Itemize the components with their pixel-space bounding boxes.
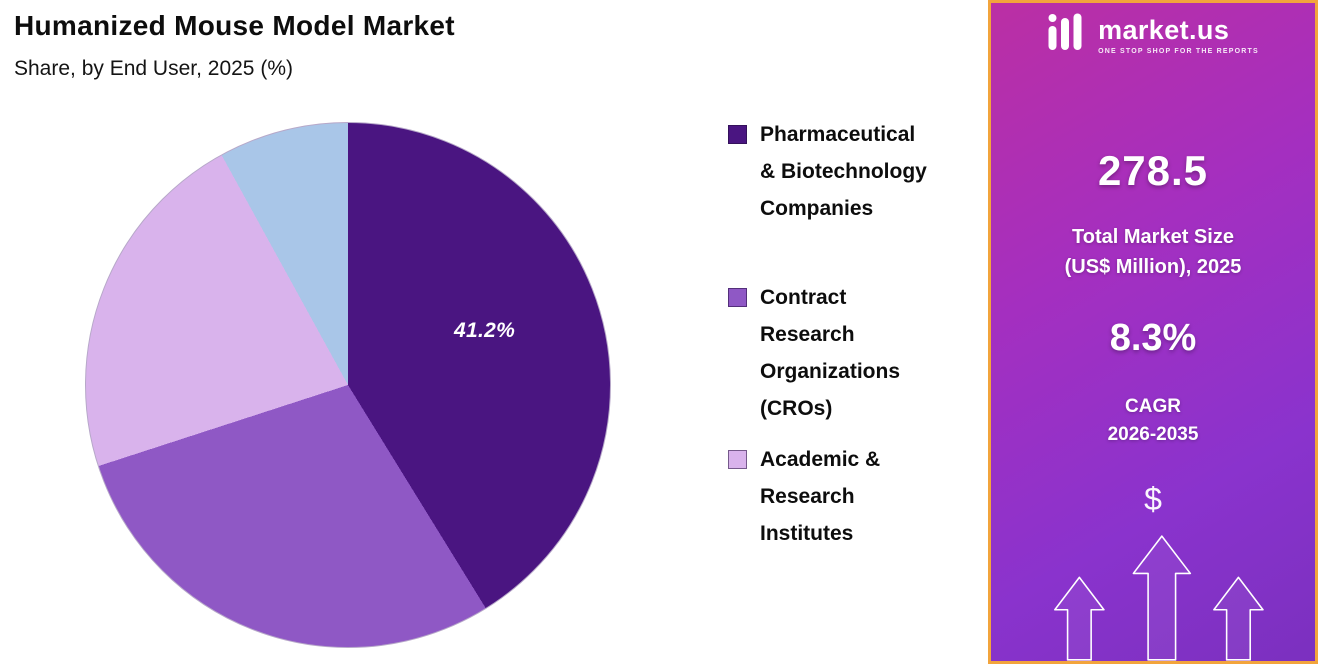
dollar-icon: $	[1144, 481, 1162, 517]
market-size-value: 278.5	[1097, 147, 1209, 194]
page-subtitle: Share, by End User, 2025 (%)	[14, 57, 293, 80]
legend-swatch	[728, 125, 747, 144]
page-title: Humanized Mouse Model Market	[14, 10, 455, 41]
cagr-value: 8.3%	[1109, 317, 1197, 359]
pie-data-label: 41.2%	[454, 319, 516, 342]
legend-swatch	[728, 450, 747, 469]
legend-item: Contract Research Organizations (CROs)	[728, 279, 983, 427]
brand-logo: market.us ONE STOP SHOP FOR THE REPORTS	[991, 13, 1315, 56]
legend-label: Academic & Research Institutes	[760, 448, 881, 545]
legend-item: Pharmaceutical & Biotechnology Companies	[728, 116, 983, 227]
legend-item: Academic & Research Institutes	[728, 441, 983, 552]
brand-text: market.us ONE STOP SHOP FOR THE REPORTS	[1098, 13, 1259, 55]
brand-name: market.us	[1098, 15, 1230, 45]
legend-label: Pharmaceutical & Biotechnology Companies	[760, 123, 927, 220]
pie-chart: 41.2%	[85, 122, 611, 648]
stats-sidebar: market.us ONE STOP SHOP FOR THE REPORTS …	[988, 0, 1318, 664]
brand-tagline: ONE STOP SHOP FOR THE REPORTS	[1098, 48, 1259, 55]
legend-label: Contract Research Organizations (CROs)	[760, 286, 901, 420]
brand-icon	[1047, 13, 1089, 56]
legend-swatch	[728, 288, 747, 307]
market-size-label: Total Market Size (US$ Million), 2025	[1064, 226, 1242, 278]
growth-arrows-icon	[1054, 535, 1264, 661]
cagr-label: CAGR 2026-2035	[1107, 396, 1199, 445]
